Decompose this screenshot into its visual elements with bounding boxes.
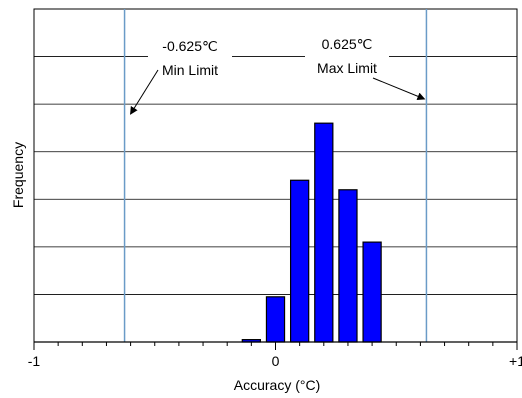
bar-3 (289, 179, 310, 343)
x-axis-title: Accuracy (°C) (234, 377, 321, 393)
plot-frame (33, 8, 518, 343)
x-tick-label: 0 (272, 353, 280, 369)
max-limit-arrow (372, 77, 426, 101)
min-limit-value-label: -0.625℃ (162, 38, 217, 54)
min-limit-arrow (130, 69, 159, 115)
x-tick-label: -1 (28, 353, 41, 369)
limit-annotations: -0.625℃ Min Limit 0.625℃ Max Limit (130, 33, 426, 115)
y-axis-title: Frequency (10, 142, 26, 208)
grid-lines (34, 56, 517, 295)
bar-5 (338, 189, 358, 343)
x-tick-label: +1 (509, 353, 522, 369)
max-limit-label: Max Limit (317, 60, 377, 76)
min-limit-label-bg (148, 35, 232, 79)
x-ticks: -1 0 +1 (28, 342, 522, 369)
max-limit-label-bg (305, 33, 389, 77)
bar-6 (362, 241, 382, 343)
limit-lines (123, 9, 428, 342)
bar-4 (314, 122, 334, 343)
bar-2 (265, 296, 286, 343)
min-limit-label: Min Limit (162, 62, 218, 78)
max-limit-value-label: 0.625℃ (322, 36, 373, 52)
